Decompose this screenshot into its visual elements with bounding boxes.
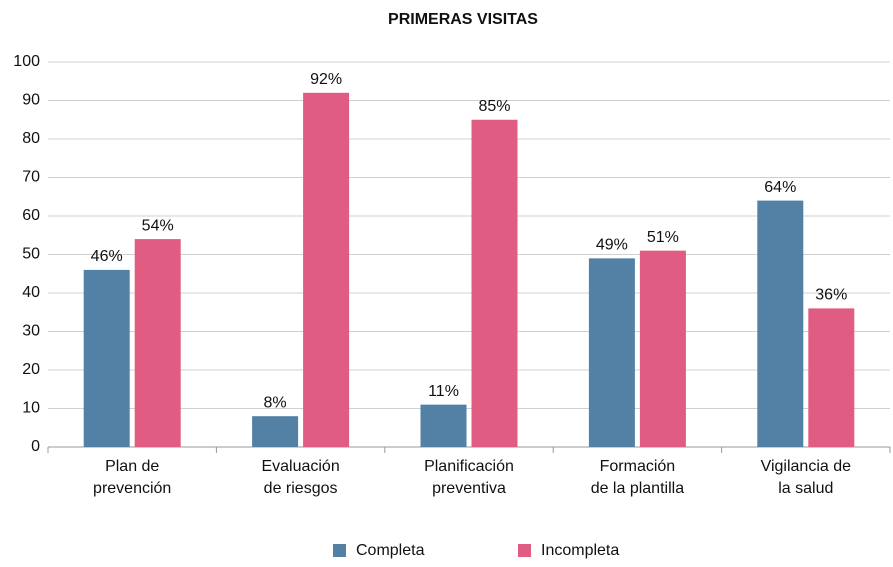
bar [83,269,130,447]
bar [757,200,804,447]
y-tick-label: 30 [22,323,40,340]
legend-label: Incompleta [541,542,619,559]
y-tick-label: 20 [22,361,40,378]
bar [303,92,350,448]
x-tick-label: Formación de la plantilla [591,458,685,497]
y-tick-label: 90 [22,92,40,109]
y-tick-label: 60 [22,207,40,224]
bar [420,404,467,447]
y-tick-label: 100 [13,53,40,70]
x-tick-label: Evaluación de riesgos [261,458,339,497]
legend-swatch [333,544,346,557]
data-label: 8% [264,394,287,411]
x-tick-label: Plan de prevención [93,458,171,497]
x-tick-label: Planificación preventiva [424,458,514,497]
data-label: 49% [596,237,628,254]
y-tick-label: 70 [22,169,40,186]
data-label: 51% [647,229,679,246]
bar [808,308,855,447]
data-label: 85% [478,98,510,115]
y-tick-label: 10 [22,400,40,417]
bar [134,239,181,447]
x-tick-label: Vigilancia de la salud [761,458,852,497]
legend-label: Completa [356,542,425,559]
bar [252,416,299,447]
bar [471,119,518,447]
bar [639,250,686,447]
bar [588,258,635,447]
chart-title: PRIMERAS VISITAS [388,11,538,28]
y-tick-label: 50 [22,246,40,263]
data-label: 11% [428,383,459,400]
data-label: 64% [764,179,796,196]
data-label: 46% [91,248,123,265]
data-label: 54% [142,217,174,234]
legend-swatch [518,544,531,557]
y-tick-label: 0 [31,438,40,455]
y-tick-label: 80 [22,130,40,147]
data-label: 36% [815,287,847,304]
data-label: 92% [310,71,342,88]
y-tick-label: 40 [22,284,40,301]
